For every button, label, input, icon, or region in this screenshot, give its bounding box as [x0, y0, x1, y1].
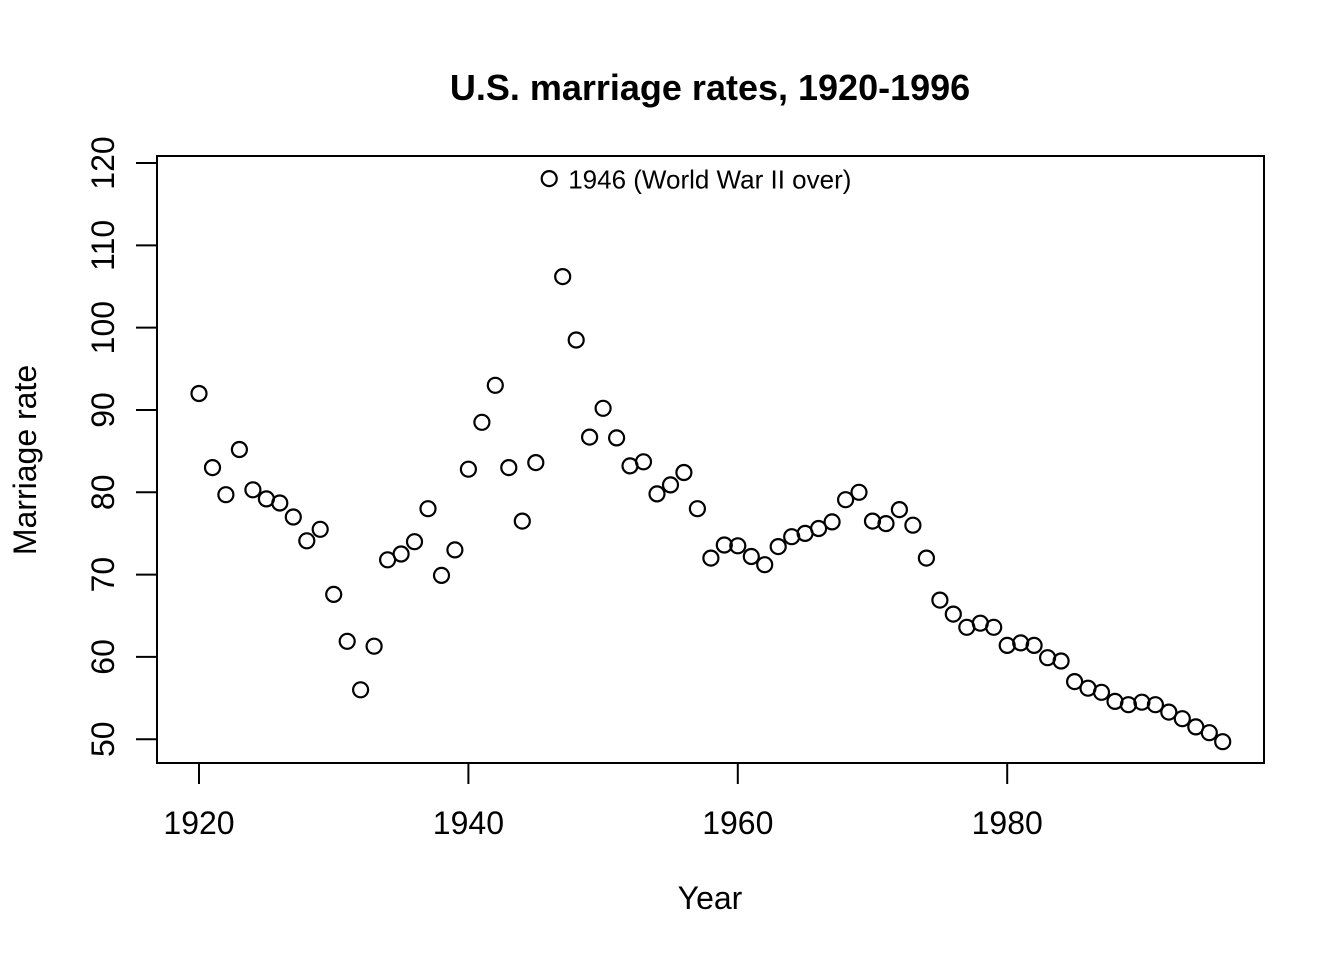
data-point: [917, 549, 936, 567]
data-point: [298, 532, 316, 550]
data-point: [648, 485, 666, 503]
data-point: [567, 331, 585, 349]
data-point: [419, 500, 437, 518]
plot-box: [156, 155, 1265, 764]
data-point: [931, 591, 949, 609]
annotation-1946-label: 1946 (World War II over): [568, 165, 851, 195]
data-point: [217, 486, 235, 504]
data-point: [756, 556, 774, 574]
x-axis-ticks: 1920 1940 1960 1980: [163, 764, 1043, 841]
data-point: [1052, 652, 1070, 670]
data-point: [634, 453, 653, 471]
data-point: [1012, 634, 1030, 652]
data-point: [580, 428, 599, 446]
data-point: [190, 384, 208, 403]
data-point: [554, 268, 572, 286]
data-point: [284, 508, 302, 526]
data-point: [338, 632, 356, 650]
x-tick-label: 1980: [972, 805, 1043, 841]
data-point: [325, 585, 343, 604]
data-point: [688, 500, 707, 518]
data-point: [352, 681, 370, 699]
data-point: [836, 491, 855, 509]
y-axis-label: Marriage rate: [7, 365, 43, 555]
data-point: [311, 520, 329, 538]
data-point: [944, 605, 962, 623]
chart-title: U.S. marriage rates, 1920-1996: [450, 67, 970, 108]
y-tick-label: 70: [85, 557, 121, 593]
data-point: [715, 536, 733, 554]
y-axis-ticks: 50 60 70 80 90 100 110 120: [85, 136, 156, 757]
data-point: [1146, 696, 1165, 714]
y-tick-label: 50: [85, 721, 121, 757]
data-point: [675, 463, 693, 482]
data-point: [823, 513, 841, 531]
data-point: [230, 440, 248, 459]
y-tick-label: 120: [85, 136, 121, 189]
data-point: [904, 516, 922, 534]
data-point: [594, 399, 612, 417]
data-point: [661, 476, 680, 494]
data-point: [1119, 696, 1138, 714]
data-point: [473, 413, 491, 431]
data-point: [392, 545, 410, 563]
data-point: [271, 494, 289, 512]
data-point: [244, 481, 262, 499]
data-point: [365, 637, 383, 655]
data-point: [877, 514, 895, 533]
x-tick-label: 1920: [163, 805, 234, 841]
data-point: [1173, 710, 1191, 728]
data-point: [742, 547, 760, 566]
data-point: [405, 533, 424, 551]
y-tick-label: 90: [85, 392, 121, 428]
data-point: [446, 541, 464, 559]
y-tick-label: 100: [85, 301, 121, 354]
data-point: [432, 566, 451, 585]
data-point: [203, 459, 222, 477]
y-tick-label: 80: [85, 474, 121, 510]
data-point: [607, 429, 626, 447]
data-point: [1200, 724, 1218, 742]
data-point: [850, 483, 868, 501]
data-point: [729, 537, 747, 555]
data-point: [1133, 693, 1151, 711]
data-point: [890, 501, 909, 519]
data-point: [527, 454, 545, 472]
x-axis-label: Year: [678, 880, 743, 916]
y-tick-label: 110: [85, 220, 121, 271]
data-point: [1160, 703, 1178, 721]
data-point: [486, 376, 504, 394]
data-point: [540, 170, 558, 188]
data-point: [500, 459, 518, 477]
data-point: [809, 519, 828, 538]
data-point: [1065, 672, 1084, 691]
data-point: [459, 460, 477, 478]
data-point: [863, 512, 882, 530]
x-tick-label: 1940: [433, 805, 504, 841]
data-point: [998, 636, 1016, 655]
data-point: [1092, 683, 1111, 701]
y-tick-label: 60: [85, 639, 121, 675]
x-tick-label: 1960: [702, 805, 773, 841]
data-point: [1025, 636, 1043, 655]
data-point: [702, 549, 720, 567]
data-point: [769, 537, 787, 556]
data-point: [513, 512, 531, 530]
data-point: [1214, 733, 1232, 751]
data-point: [985, 618, 1003, 636]
data-points: [190, 170, 1232, 751]
